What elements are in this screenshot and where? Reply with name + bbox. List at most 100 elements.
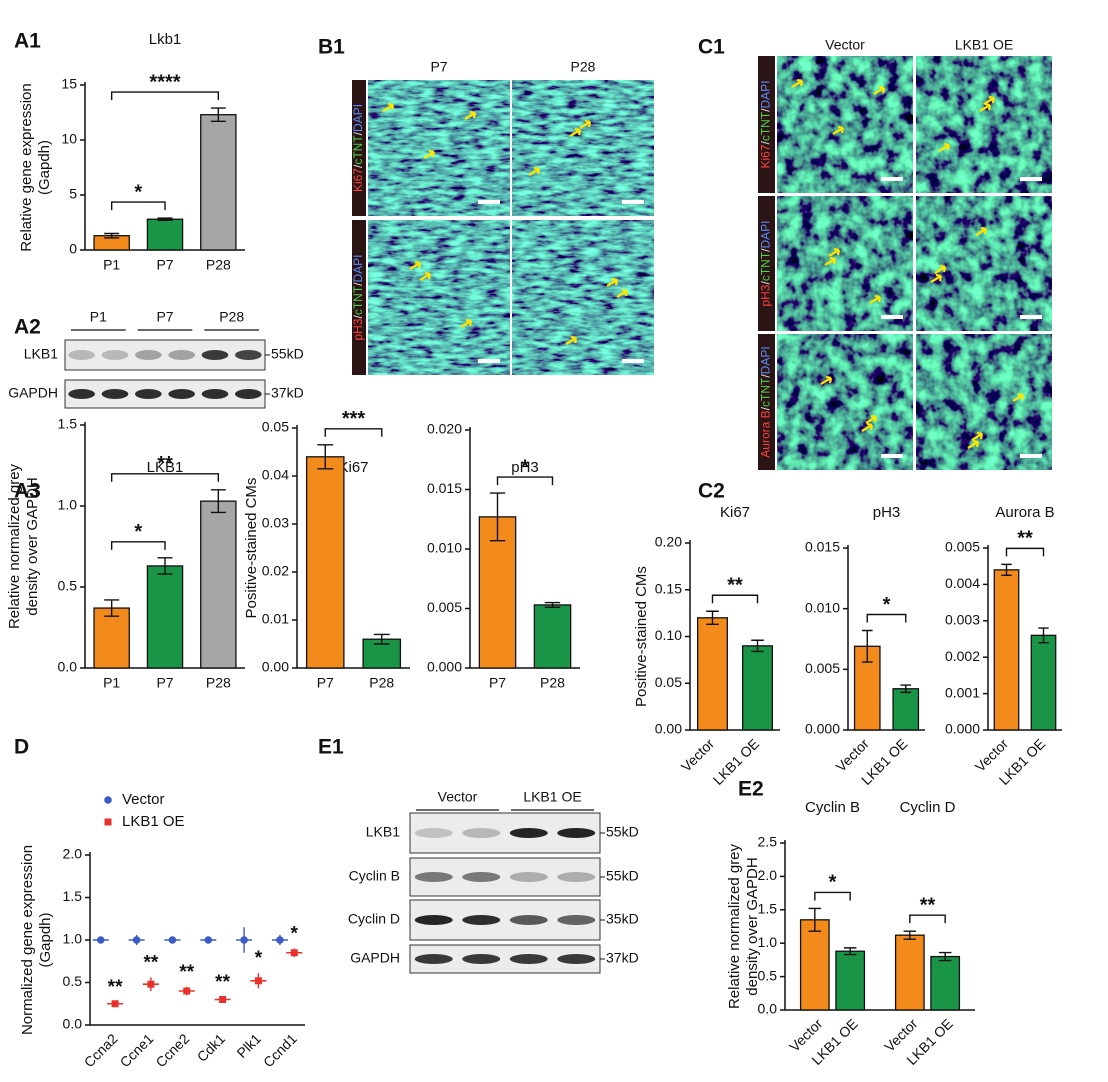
x-tick-label: P28: [206, 257, 231, 273]
error-bar: [104, 599, 120, 617]
image-row-label: Aurora B/cTNT/DAPI: [759, 346, 773, 457]
x-tick-label: Ccnd1: [260, 1030, 300, 1070]
label-strip: [758, 196, 775, 331]
lane-label: Vector: [438, 789, 478, 805]
y-tick-label: 0.015: [427, 480, 462, 496]
error-bar: [210, 489, 226, 514]
image-row-label: pH3/cTNT/DAPI: [351, 254, 365, 340]
image-column-label: P28: [571, 59, 596, 75]
y-tick-label: 5: [69, 186, 77, 202]
band: [557, 915, 596, 925]
band: [168, 389, 196, 399]
label-strip: [758, 56, 775, 193]
bar: [533, 604, 572, 669]
arrow: [938, 142, 951, 152]
band: [557, 828, 596, 838]
error-bar: [157, 557, 173, 575]
bar: [799, 919, 830, 1011]
x-tick-label: P1: [103, 257, 120, 273]
y-tick-label: 0.010: [427, 540, 462, 556]
bar: [146, 565, 184, 669]
bar: [697, 617, 729, 731]
y-axis-label: Relative gene expression: [18, 83, 35, 251]
error-bar: [317, 444, 334, 470]
arrow: [616, 288, 629, 298]
band: [414, 915, 453, 925]
significance-label: **: [157, 453, 173, 475]
significance-bracket: [110, 201, 166, 211]
band: [168, 350, 196, 360]
band: [414, 954, 453, 964]
size-label: 55kD: [271, 346, 304, 362]
band: [68, 389, 95, 399]
band: [509, 828, 548, 838]
lane-label: P28: [219, 309, 244, 325]
error-bar: [900, 684, 912, 694]
arrow: [824, 256, 837, 266]
x-tick-label: P28: [206, 675, 231, 691]
image-row-label: pH3/cTNT/DAPI: [759, 220, 773, 306]
y-axis-label: (Gapdh): [37, 912, 54, 967]
bar: [146, 218, 184, 251]
y-tick-label: 0.02: [262, 563, 289, 579]
x-tick-label: P7: [156, 675, 173, 691]
arrow: [579, 119, 592, 129]
bar: [305, 456, 345, 669]
arrow: [861, 422, 874, 432]
significance-bracket: [110, 473, 220, 482]
band: [414, 872, 453, 882]
size-label: 37kD: [606, 950, 639, 966]
error-bar: [544, 601, 561, 609]
micrograph: [368, 80, 510, 216]
error-bar: [1038, 627, 1049, 644]
bar: [200, 500, 237, 669]
size-label: 37kD: [271, 385, 304, 401]
x-tick-label: P7: [489, 675, 506, 691]
arrow: [382, 102, 395, 112]
bar: [742, 645, 774, 731]
y-tick-label: 0.005: [945, 539, 980, 555]
image-column-label: LKB1 OE: [955, 37, 1013, 53]
y-tick-label: 10: [61, 131, 77, 147]
lane-label: P1: [90, 309, 107, 325]
micrograph: [512, 220, 654, 375]
panel-label: D: [14, 736, 29, 759]
arrow: [419, 271, 432, 281]
significance-label: *: [883, 594, 891, 616]
chart-title: Ki67: [720, 504, 750, 521]
significance-bracket: [110, 91, 220, 101]
band: [235, 350, 262, 360]
y-tick-label: 0.20: [655, 534, 682, 550]
x-tick-label: P28: [369, 675, 394, 691]
x-tick-label: P28: [540, 675, 565, 691]
y-tick-label: 1.0: [58, 497, 78, 513]
y-tick-label: 0.0: [58, 659, 78, 675]
legend-label: Vector: [122, 791, 165, 808]
y-tick-label: 0.005: [427, 599, 462, 615]
legend-marker: [104, 818, 112, 826]
significance-label: *: [134, 181, 142, 203]
band: [509, 954, 548, 964]
error-bar: [938, 951, 952, 962]
panel-label: C2: [698, 480, 725, 503]
arrow: [979, 102, 992, 112]
significance-label: ***: [342, 408, 366, 430]
arrow: [565, 335, 578, 345]
size-label: 55kD: [606, 868, 639, 884]
arrow: [820, 375, 833, 385]
error-bar: [373, 633, 390, 645]
x-tick-label: P7: [156, 257, 173, 273]
panel-label: A3: [14, 480, 41, 503]
significance-bracket: [1005, 547, 1045, 557]
y-axis-label: Relative normalized grey: [6, 463, 23, 629]
image-row-label: Ki67/cTNT/DAPI: [351, 104, 365, 192]
row-label: LKB1: [366, 824, 400, 840]
label-strip: [352, 220, 366, 375]
micrograph: [777, 196, 913, 331]
y-axis-label: Positive-stained CMs: [633, 566, 650, 707]
lane-label: LKB1 OE: [523, 789, 581, 805]
panel-label: C1: [698, 36, 725, 59]
y-tick-label: 0.000: [945, 721, 980, 737]
y-tick-label: 1.0: [758, 934, 778, 950]
arrow: [528, 166, 541, 176]
